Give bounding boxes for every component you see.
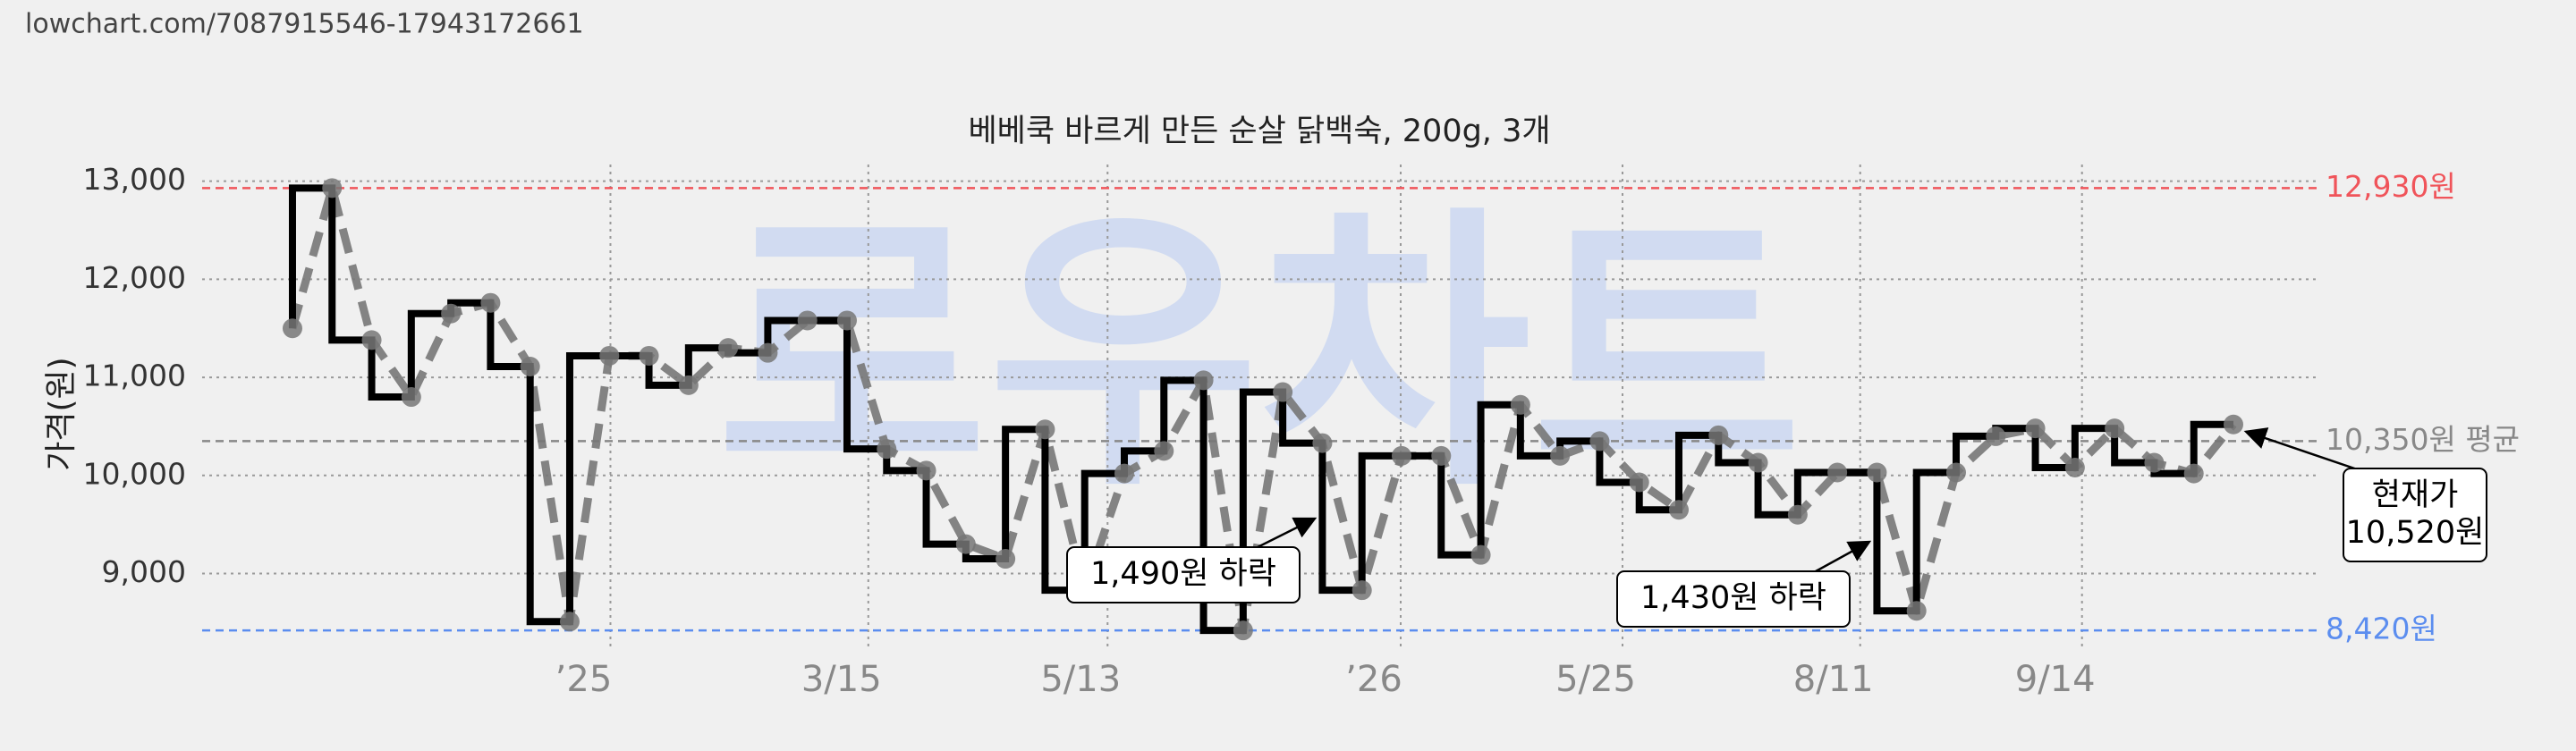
x-tick-label: 8/11: [1793, 659, 1874, 700]
point: [678, 375, 699, 395]
x-tick-label: 3/15: [801, 659, 882, 700]
point: [1986, 426, 2006, 446]
reference-label: 12,930원: [2326, 169, 2456, 204]
y-tick-label: 11,000: [83, 359, 186, 393]
point: [1629, 472, 1649, 493]
point: [1668, 500, 1689, 520]
point: [401, 387, 421, 408]
x-tick-label: ’25: [555, 659, 613, 700]
x-tick-label: ’26: [1345, 659, 1402, 700]
annotation-box: [1616, 570, 1851, 628]
point: [322, 178, 343, 198]
y-tick-label: 13,000: [83, 162, 186, 197]
point: [361, 330, 382, 350]
url: lowchart.com/7087915546-17943172661: [25, 9, 584, 40]
reference-label: 10,350원 평균: [2326, 422, 2520, 457]
chart-title: 베베쿡 바르게 만든 순살 닭백숙, 200g, 3개: [968, 114, 1550, 149]
point: [2144, 452, 2165, 473]
point: [758, 342, 778, 363]
point: [2025, 418, 2046, 439]
point: [1827, 462, 1848, 483]
y-tick-label: 9,000: [102, 554, 186, 589]
annotation-arrow: [2243, 427, 2371, 476]
point: [1233, 620, 1253, 641]
point: [1035, 419, 1055, 440]
point: [1312, 433, 1333, 453]
point: [1193, 370, 1214, 391]
point: [1114, 463, 1134, 484]
point: [1273, 382, 1293, 402]
point: [797, 310, 818, 331]
annotation-text: 현재가: [2372, 477, 2459, 513]
x-tick-label: 5/13: [1040, 659, 1121, 700]
point: [1510, 394, 1530, 415]
point: [1906, 601, 1927, 621]
point: [1867, 462, 1887, 483]
point: [282, 318, 302, 339]
y-tick-label: 10,000: [83, 456, 186, 491]
point: [877, 439, 897, 460]
point: [599, 345, 620, 366]
point: [639, 345, 659, 366]
point: [1352, 580, 1372, 601]
reference-label: 8,420원: [2326, 612, 2437, 646]
point: [559, 612, 580, 632]
point: [1550, 445, 1571, 466]
point: [1708, 425, 1729, 445]
annotation-text: 1,430원 하락: [1640, 580, 1826, 616]
y-tick-label: 12,000: [83, 260, 186, 295]
point: [1748, 452, 1768, 473]
point: [1431, 445, 1452, 466]
annotation-text: 10,520원: [2346, 515, 2485, 551]
point: [480, 292, 501, 313]
annotation-text: 1,490원 하락: [1090, 556, 1276, 592]
point: [1589, 431, 1610, 451]
point: [1154, 441, 1174, 461]
point: [1945, 462, 1966, 483]
point: [955, 534, 976, 554]
point: [1391, 445, 1411, 466]
trend-line: [288, 183, 2237, 635]
point: [2105, 418, 2125, 439]
point: [718, 338, 739, 359]
point: [1787, 504, 1808, 525]
point: [441, 303, 462, 324]
point: [2064, 458, 2085, 478]
point: [996, 549, 1016, 570]
annotation-box: [1066, 546, 1301, 603]
point: [1470, 544, 1491, 565]
point: [916, 460, 936, 481]
point: [2183, 463, 2204, 484]
annotation-box: [2343, 468, 2487, 562]
step-line: [288, 184, 2233, 635]
point: [836, 310, 857, 331]
x-tick-label: 5/25: [1555, 659, 1636, 700]
y-axis-label: 가격(원): [43, 357, 80, 470]
point: [2223, 414, 2243, 435]
point: [520, 357, 540, 377]
x-tick-label: 9/14: [2015, 659, 2096, 700]
